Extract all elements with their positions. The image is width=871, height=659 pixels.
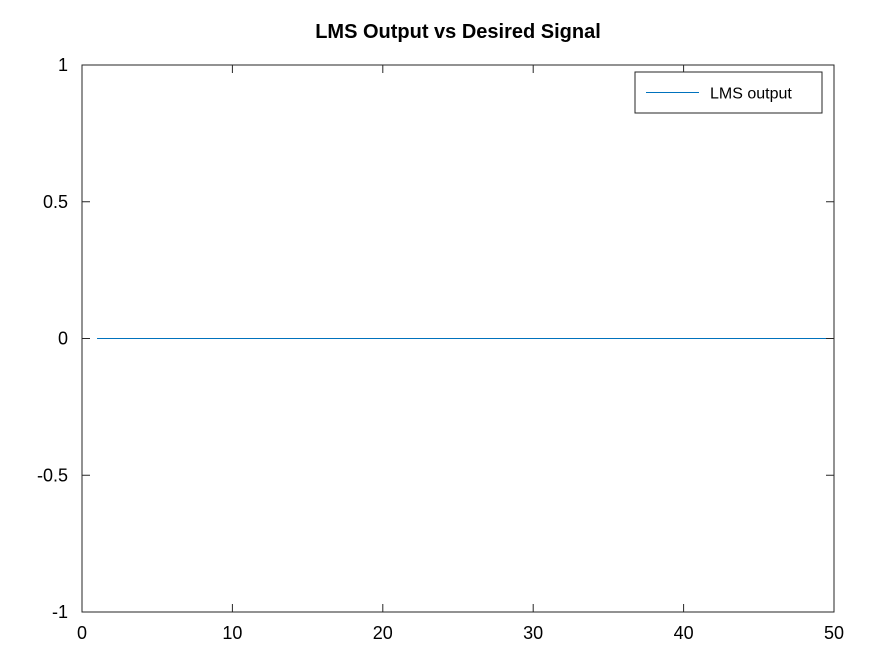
y-tick-label: 1	[58, 55, 68, 75]
x-tick-label: 20	[373, 623, 393, 643]
legend: LMS output	[634, 71, 823, 114]
chart-title: LMS Output vs Desired Signal	[315, 21, 601, 43]
y-tick-label: -1	[52, 602, 68, 622]
y-tick-label: -0.5	[37, 465, 68, 485]
x-tick-label: 50	[824, 623, 844, 643]
x-axis: 0 10 20 30 40 50	[77, 65, 844, 643]
x-tick-label: 30	[523, 623, 543, 643]
x-tick-label: 10	[222, 623, 242, 643]
y-axis: -1 -0.5 0 0.5 1	[37, 55, 834, 622]
y-tick-label: 0.5	[43, 192, 68, 212]
legend-label: LMS output	[710, 86, 792, 103]
x-tick-label: 0	[77, 623, 87, 643]
y-tick-label: 0	[58, 329, 68, 349]
x-tick-label: 40	[674, 623, 694, 643]
